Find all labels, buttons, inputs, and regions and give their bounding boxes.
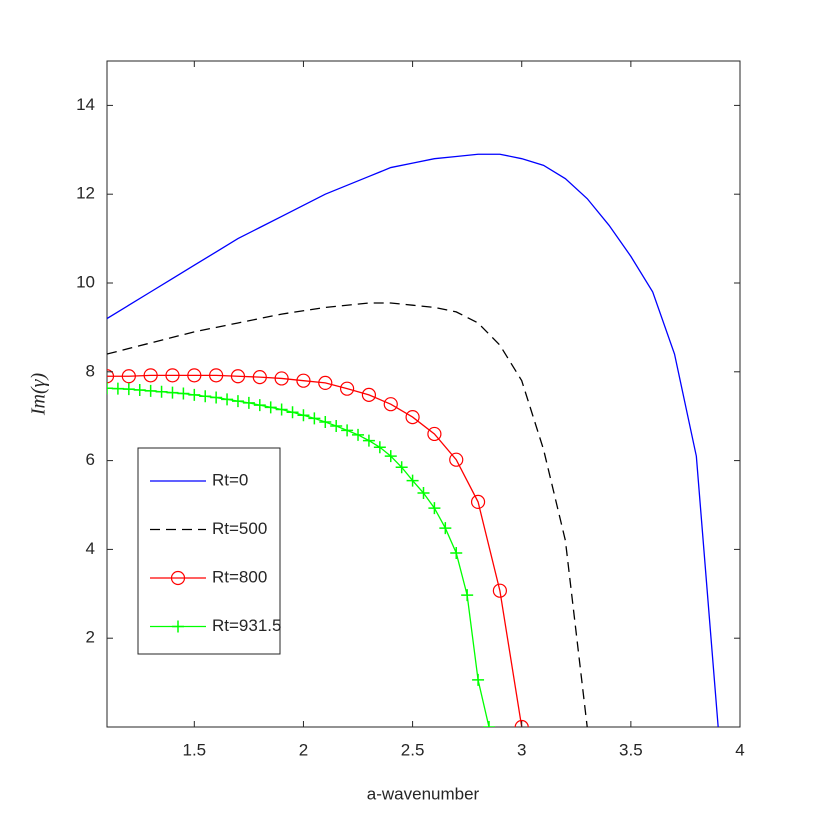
marker	[405, 409, 420, 425]
y-tick-label: 10	[76, 272, 95, 291]
series-line	[107, 153, 719, 727]
x-tick-label: 1.5	[182, 740, 206, 759]
marker	[330, 419, 343, 432]
marker	[165, 368, 180, 383]
y-tick-label: 6	[86, 450, 95, 469]
marker	[252, 370, 267, 385]
marker	[172, 620, 184, 633]
marker	[133, 384, 146, 397]
marker	[352, 428, 365, 441]
marker	[253, 399, 266, 412]
x-tick-label: 4	[735, 740, 744, 759]
marker	[210, 391, 223, 404]
marker	[166, 386, 179, 399]
marker	[341, 424, 354, 437]
marker	[384, 450, 397, 463]
marker	[373, 441, 386, 454]
marker	[361, 387, 377, 402]
x-tick-label: 2.5	[401, 740, 425, 759]
marker	[111, 382, 124, 395]
y-tick-label: 14	[76, 95, 95, 114]
y-tick-label: 4	[86, 539, 95, 558]
marker	[107, 382, 113, 395]
data-layer	[107, 153, 719, 727]
legend-label: Rt=800	[212, 567, 267, 586]
marker	[231, 395, 244, 408]
marker	[439, 522, 452, 535]
marker	[449, 452, 464, 467]
marker	[319, 415, 332, 428]
marker	[406, 474, 419, 487]
marker	[199, 390, 212, 403]
x-tick-label: 3.5	[619, 740, 643, 759]
marker	[514, 719, 529, 727]
marker	[144, 384, 157, 397]
marker	[107, 369, 115, 384]
marker	[450, 546, 463, 559]
marker	[122, 383, 135, 396]
legend-label: Rt=0	[212, 470, 248, 489]
marker	[383, 397, 398, 412]
marker	[417, 487, 430, 500]
marker	[482, 721, 495, 727]
marker	[209, 368, 224, 383]
marker	[427, 426, 442, 442]
marker	[275, 403, 288, 416]
y-tick-label: 2	[86, 628, 95, 647]
marker	[264, 401, 277, 414]
x-tick-label: 2	[299, 740, 308, 759]
marker	[143, 368, 158, 383]
marker	[362, 434, 375, 447]
marker	[155, 385, 168, 398]
x-axis-label: a-wavenumber	[367, 784, 480, 803]
x-tick-label: 3	[517, 740, 526, 759]
series-line	[107, 374, 523, 727]
marker	[318, 375, 333, 390]
y-tick-label: 12	[76, 184, 95, 203]
marker	[340, 381, 355, 396]
marker	[428, 502, 441, 515]
marker	[177, 387, 190, 400]
marker	[470, 494, 486, 509]
marker	[121, 369, 136, 384]
marker	[492, 583, 507, 598]
marker	[230, 369, 246, 384]
legend: Rt=0 Rt=500 Rt=800 Rt=931.5	[137, 447, 281, 655]
marker	[274, 371, 289, 386]
y-tick-label: 8	[86, 361, 95, 380]
marker	[461, 589, 474, 602]
legend-box	[137, 447, 281, 655]
marker	[472, 673, 485, 686]
marker	[308, 412, 321, 425]
marker	[297, 409, 310, 422]
legend-label: Rt=931.5	[212, 616, 281, 635]
series-line	[107, 302, 588, 727]
marker	[242, 396, 255, 409]
marker	[221, 393, 234, 406]
marker	[187, 368, 202, 383]
marker	[296, 373, 311, 388]
y-axis-label: Im(γ)	[28, 373, 50, 417]
marker	[188, 388, 201, 401]
marker	[286, 406, 299, 419]
legend-label: Rt=500	[212, 519, 267, 538]
marker	[395, 461, 408, 474]
marker	[170, 570, 186, 586]
